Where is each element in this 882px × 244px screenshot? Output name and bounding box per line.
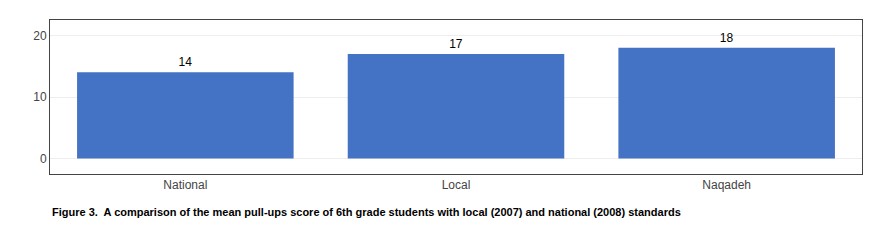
svg-text:10: 10: [33, 90, 47, 104]
svg-text:Figure 3. A comparison of the: Figure 3. A comparison of the mean pull-…: [52, 206, 681, 218]
svg-text:0: 0: [40, 152, 47, 166]
svg-text:18: 18: [720, 31, 734, 45]
svg-text:17: 17: [449, 37, 463, 51]
svg-text:Naqadeh: Naqadeh: [702, 178, 751, 192]
svg-text:20: 20: [33, 29, 47, 43]
svg-text:Local: Local: [442, 178, 471, 192]
svg-text:National: National: [163, 178, 207, 192]
svg-text:14: 14: [178, 55, 192, 69]
